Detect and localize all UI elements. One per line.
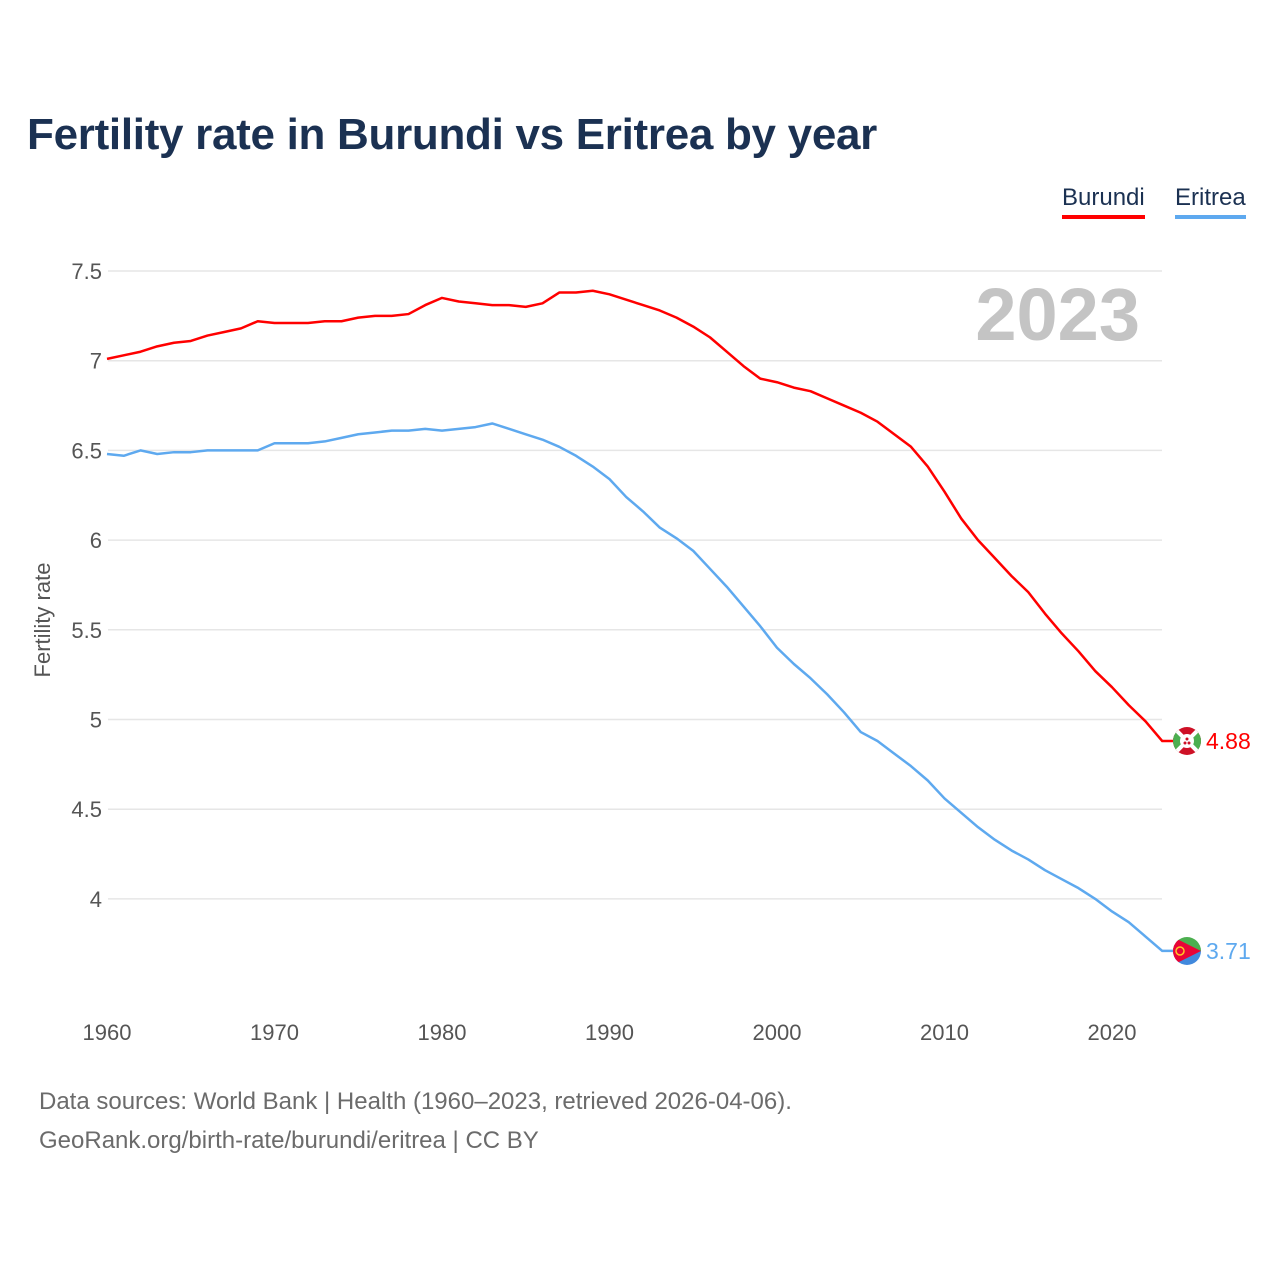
data-sources: Data sources: World Bank | Health (1960–… [39, 1088, 792, 1115]
credit-link[interactable]: GeoRank.org/birth-rate/burundi/eritrea |… [39, 1127, 539, 1154]
eritrea-flag-icon [1173, 937, 1201, 965]
burundi-flag-icon [1173, 727, 1201, 755]
y-tick-label: 7 [90, 349, 102, 374]
series-line-burundi [106, 289, 1173, 743]
y-tick-label: 5.5 [71, 618, 102, 643]
end-value-label-burundi: 4.88 [1206, 728, 1251, 754]
x-tick-label: 1990 [585, 1020, 634, 1045]
y-tick-label: 4 [90, 887, 102, 912]
x-tick-label: 2020 [1088, 1020, 1137, 1045]
legend-eritrea[interactable]: Eritrea [1175, 184, 1246, 219]
y-tick-label: 5 [90, 708, 102, 733]
y-tick-label: 6 [90, 528, 102, 553]
y-tick-label: 4.5 [71, 797, 102, 822]
x-tick-label: 2000 [753, 1020, 802, 1045]
y-axis-label: Fertility rate [30, 563, 55, 678]
y-tick-label: 7.5 [71, 259, 102, 284]
x-tick-label: 1970 [250, 1020, 299, 1045]
x-tick-label: 1960 [83, 1020, 132, 1045]
chart-title: Fertility rate in Burundi vs Eritrea by … [27, 110, 877, 159]
year-annotation: 2023 [975, 273, 1140, 356]
series-line-eritrea [106, 422, 1173, 953]
end-value-label-eritrea: 3.71 [1206, 938, 1251, 964]
x-tick-label: 2010 [920, 1020, 969, 1045]
x-tick-label: 1980 [418, 1020, 467, 1045]
y-tick-label: 6.5 [71, 438, 102, 463]
legend-burundi[interactable]: Burundi [1062, 184, 1145, 219]
